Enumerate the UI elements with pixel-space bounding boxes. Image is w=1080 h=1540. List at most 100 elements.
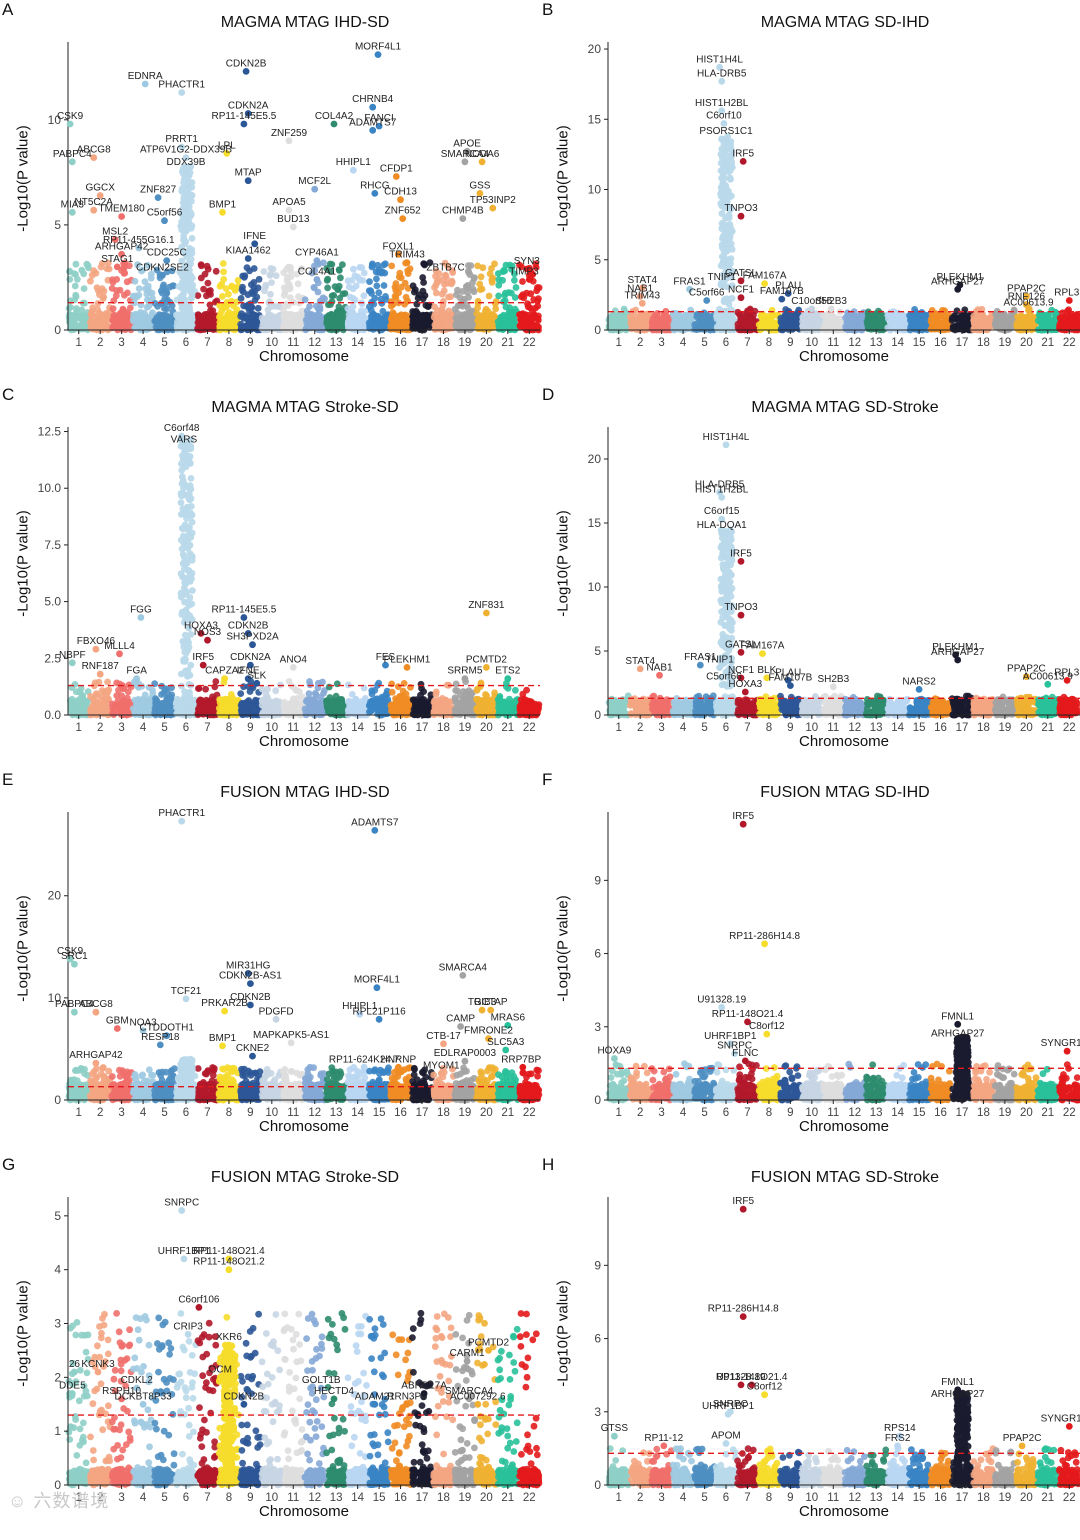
- snp-point: [121, 292, 128, 299]
- peak-point: [187, 209, 194, 216]
- snp-point: [166, 320, 173, 327]
- gene-label: APOA5: [272, 197, 306, 208]
- peak-point: [179, 273, 186, 280]
- snp-point: [268, 704, 275, 711]
- snp-point: [315, 306, 322, 313]
- x-tick-label: 1: [616, 337, 622, 349]
- snp-point: [486, 293, 493, 300]
- gene-label: TRIM43: [389, 250, 425, 261]
- labeled-genes: MORF4L1CDKN2BEDNRAPHACTR1CHRNB4CDKN2ARP1…: [53, 42, 540, 283]
- snp-point: [373, 283, 380, 290]
- snp-point: [213, 268, 220, 275]
- gene-label: C5orf56: [147, 208, 183, 219]
- x-tick-label: 13: [330, 337, 343, 349]
- snp-point: [336, 266, 343, 273]
- gene-label: CHRNB4: [352, 94, 394, 105]
- x-tick-label: 8: [766, 337, 772, 349]
- snp-point: [89, 312, 96, 319]
- x-tick-label: 6: [183, 337, 189, 349]
- gene-label: BUD13: [277, 214, 310, 225]
- snp-point: [317, 315, 324, 322]
- snp-point: [367, 287, 374, 294]
- peak-point: [182, 227, 189, 234]
- snp-point: [477, 286, 484, 293]
- gene-label: CSK9: [57, 111, 84, 122]
- y-tick-label: 0: [594, 323, 601, 337]
- snp-point: [226, 314, 233, 321]
- snp-point: [324, 285, 331, 292]
- snp-point: [250, 710, 257, 717]
- snp-point: [265, 313, 272, 320]
- snp-point: [896, 320, 903, 327]
- snp-point: [827, 316, 834, 323]
- snp-point: [499, 277, 506, 284]
- snp-point: [205, 280, 212, 287]
- x-tick-label: 16: [394, 337, 407, 349]
- gene-label: ARHGAP27: [931, 276, 985, 287]
- gene-label: C5orf66: [689, 288, 725, 299]
- snp-point: [492, 305, 499, 312]
- x-tick-label: 3: [118, 337, 124, 349]
- peak-point: [187, 283, 194, 290]
- snp-point: [683, 312, 690, 319]
- snp-point: [474, 305, 481, 312]
- snp-point: [81, 285, 88, 292]
- snp-point: [69, 710, 76, 717]
- snp-point: [954, 307, 961, 314]
- x-tick-label: 18: [437, 337, 450, 349]
- snp-point: [95, 300, 102, 307]
- snp-point: [263, 321, 270, 328]
- snp-point: [978, 314, 985, 321]
- snp-point: [971, 317, 978, 324]
- snp-point: [679, 323, 686, 330]
- gene-label: STAG1: [101, 254, 133, 265]
- gene-label: MIA3: [61, 199, 85, 210]
- snp-point: [132, 710, 139, 717]
- snp-point: [788, 326, 795, 333]
- snp-point: [142, 692, 149, 699]
- y-tick-label: 15: [588, 112, 602, 126]
- snp-point: [461, 325, 468, 332]
- x-tick-label: 12: [308, 337, 321, 349]
- snp-point: [955, 315, 962, 322]
- snp-point: [124, 316, 131, 323]
- snp-point: [103, 693, 110, 700]
- peak-point: [727, 176, 734, 183]
- x-tick-label: 3: [658, 337, 664, 349]
- snp-point: [513, 284, 520, 291]
- snp-point: [89, 321, 96, 328]
- gene-label: RPL3: [1054, 288, 1079, 299]
- snp-point: [465, 262, 472, 269]
- snp-point: [431, 304, 438, 311]
- snp-point: [216, 696, 223, 703]
- snp-point: [262, 284, 269, 291]
- gene-label: MCF2L: [298, 176, 331, 187]
- snp-point: [900, 326, 907, 333]
- gene-label: GGCX: [85, 183, 115, 194]
- snp-point: [250, 291, 257, 298]
- snp-point: [110, 318, 117, 325]
- snp-point: [162, 686, 169, 693]
- x-tick-label: 18: [977, 337, 990, 349]
- snp-point: [245, 683, 252, 690]
- snp-point: [410, 282, 417, 289]
- snp-point: [898, 312, 905, 319]
- snp-point: [768, 317, 775, 324]
- snp-point: [393, 280, 400, 287]
- snp-point: [375, 313, 382, 320]
- snp-point: [453, 291, 460, 298]
- snp-point: [350, 266, 357, 273]
- peak-point: [718, 188, 725, 195]
- x-tick-label: 11: [287, 337, 299, 349]
- snp-point: [72, 283, 79, 290]
- x-tick-label: 17: [956, 337, 969, 349]
- snp-point: [85, 262, 92, 269]
- snp-point: [100, 711, 107, 718]
- snp-point: [502, 290, 509, 297]
- snp-point: [373, 268, 380, 275]
- snp-point: [376, 323, 383, 330]
- snp-point: [448, 280, 455, 287]
- gene-label: GSS: [469, 180, 490, 191]
